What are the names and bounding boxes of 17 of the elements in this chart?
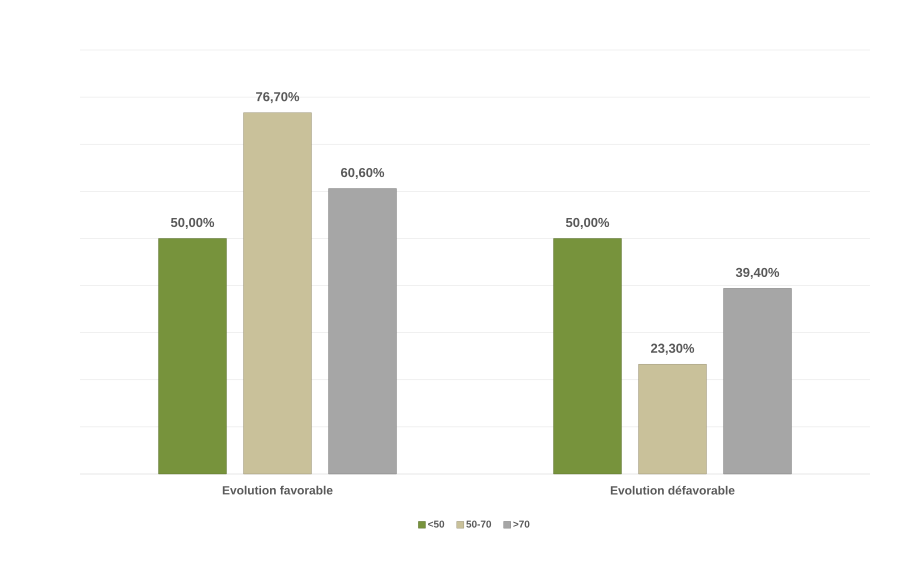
data-label: 50,00% [566, 218, 610, 229]
bar [553, 238, 622, 474]
data-label: 76,70% [256, 92, 300, 104]
legend-label: <50 [428, 520, 444, 528]
legend-label: >70 [513, 520, 530, 528]
x-tick-label: Evolution favorable [222, 486, 333, 495]
bar [638, 364, 707, 474]
data-label: 39,40% [736, 268, 780, 279]
bar [328, 188, 397, 474]
data-label: 50,00% [170, 218, 214, 229]
bar [243, 112, 312, 474]
x-tick-label: Evolution défavorable [610, 486, 735, 495]
bar [723, 288, 792, 474]
bar [158, 238, 227, 474]
data-label: 23,30% [650, 344, 694, 355]
legend-label: 50-70 [466, 520, 492, 528]
data-label: 60,60% [341, 168, 384, 180]
